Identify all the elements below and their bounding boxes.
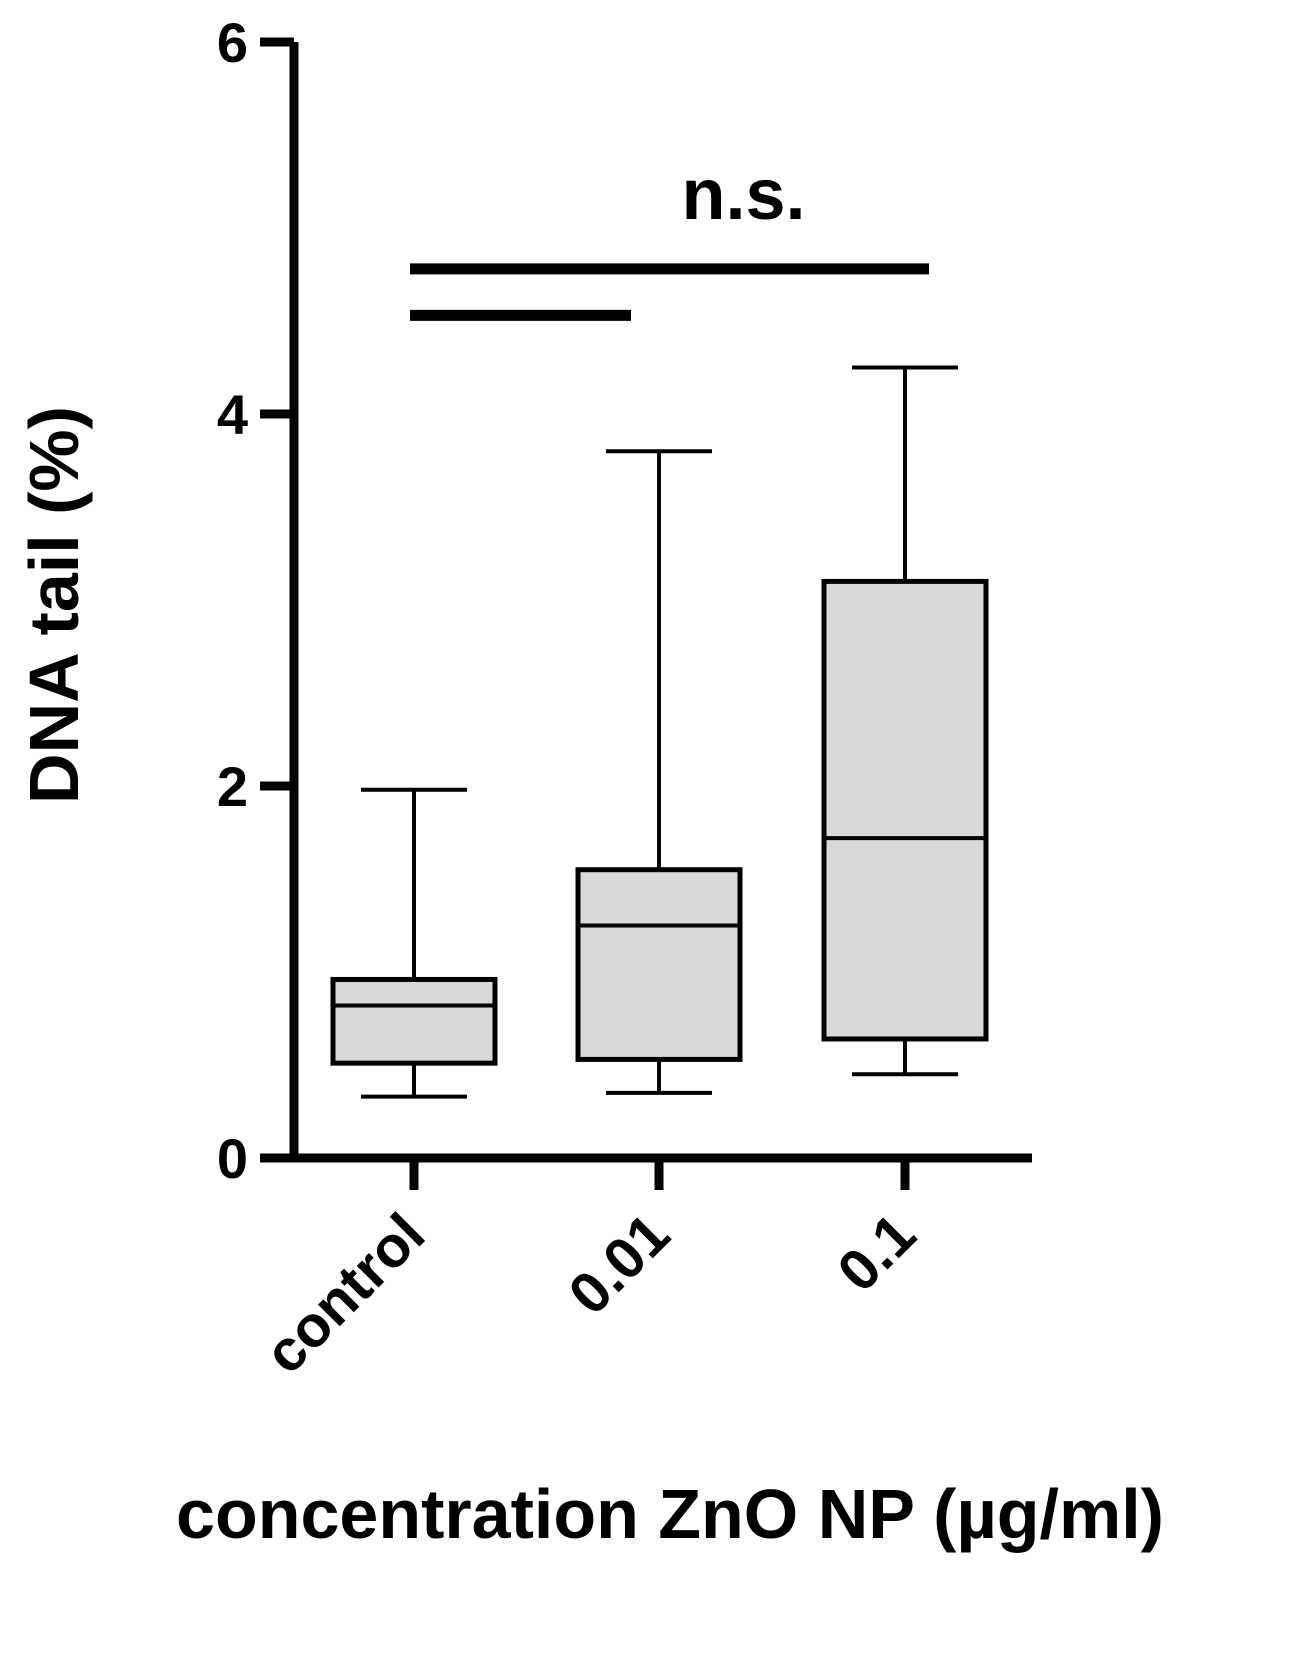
box-iqr xyxy=(575,867,743,1062)
x-axis-title: concentration ZnO NP (µg/ml) xyxy=(176,1475,1164,1553)
y-tick-label: 0 xyxy=(217,1127,248,1190)
y-tick-label: 4 xyxy=(217,383,248,446)
x-tick-label: control xyxy=(252,1201,437,1386)
box-iqr xyxy=(330,976,498,1066)
box-0.01 xyxy=(575,449,743,1095)
y-tick-label: 6 xyxy=(217,11,248,74)
box-iqr xyxy=(821,578,989,1042)
box-control xyxy=(330,787,498,1099)
y-axis-title: DNA tail (%) xyxy=(15,406,93,804)
box-0.1 xyxy=(821,365,989,1077)
x-tick-label: 0.01 xyxy=(556,1201,682,1327)
plot-area: n.s. xyxy=(330,155,989,1099)
y-tick-label: 2 xyxy=(217,755,248,818)
x-tick-label: 0.1 xyxy=(825,1201,928,1304)
significance-label: n.s. xyxy=(681,155,805,235)
